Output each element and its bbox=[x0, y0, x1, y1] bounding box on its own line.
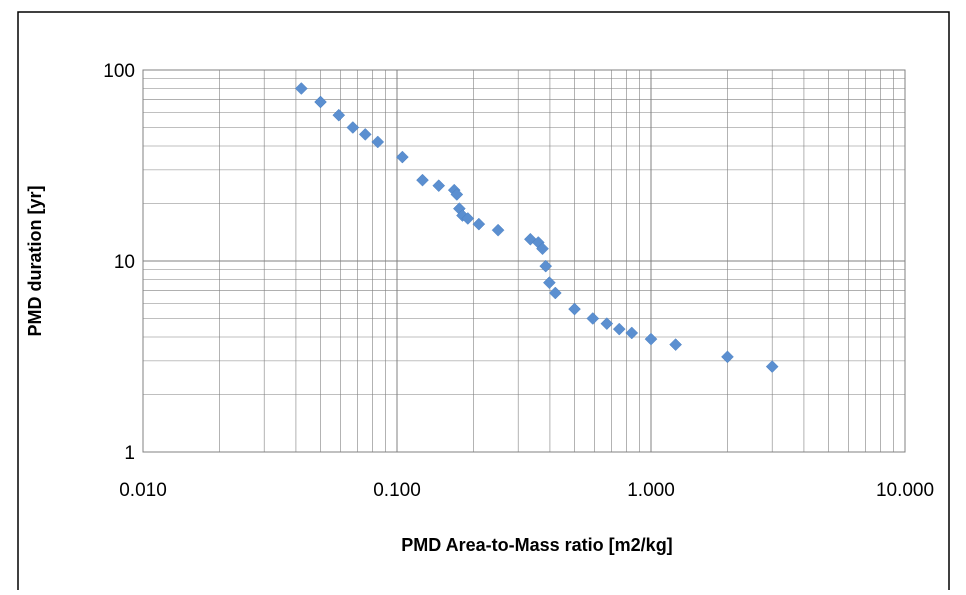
y-tick-label: 10 bbox=[114, 252, 135, 273]
data-point bbox=[721, 350, 734, 364]
data-point bbox=[612, 322, 626, 336]
data-point bbox=[491, 223, 505, 237]
data-point bbox=[294, 82, 308, 95]
data-point bbox=[332, 108, 346, 122]
x-tick-label: 0.100 bbox=[373, 480, 421, 501]
data-point bbox=[536, 242, 549, 256]
x-tick-label: 10.000 bbox=[876, 480, 934, 501]
x-tick-label: 0.010 bbox=[119, 480, 167, 501]
data-point bbox=[472, 217, 486, 231]
x-axis-tick-labels: 0.010 0.100 1.000 10.000 bbox=[119, 480, 934, 501]
data-point bbox=[396, 150, 409, 164]
x-tick-label: 1.000 bbox=[627, 480, 675, 501]
y-tick-label: 100 bbox=[103, 61, 135, 82]
data-point bbox=[432, 179, 446, 193]
data-point bbox=[625, 326, 639, 340]
data-point bbox=[371, 135, 385, 149]
data-point bbox=[548, 286, 562, 300]
data-point bbox=[644, 332, 658, 346]
data-point bbox=[586, 312, 600, 325]
data-point bbox=[450, 188, 464, 201]
y-axis-title: PMD duration [yr] bbox=[25, 186, 45, 337]
data-point bbox=[568, 302, 581, 316]
y-tick-label: 1 bbox=[124, 443, 135, 464]
data-point bbox=[416, 173, 429, 187]
x-axis-title: PMD Area-to-Mass ratio [m2/kg] bbox=[401, 535, 672, 555]
y-axis-tick-labels: 1 10 100 bbox=[103, 61, 135, 464]
data-point bbox=[461, 212, 475, 225]
data-point bbox=[765, 360, 779, 373]
data-point bbox=[669, 338, 682, 351]
data-point bbox=[539, 259, 553, 273]
data-point bbox=[600, 317, 614, 330]
gridlines bbox=[142, 70, 905, 453]
plot-area-frame bbox=[142, 69, 906, 453]
data-point bbox=[543, 276, 556, 290]
chart-outer-border bbox=[17, 11, 950, 595]
data-point bbox=[314, 95, 327, 109]
data-points bbox=[294, 82, 779, 373]
data-point bbox=[346, 121, 360, 134]
data-point bbox=[358, 128, 372, 141]
